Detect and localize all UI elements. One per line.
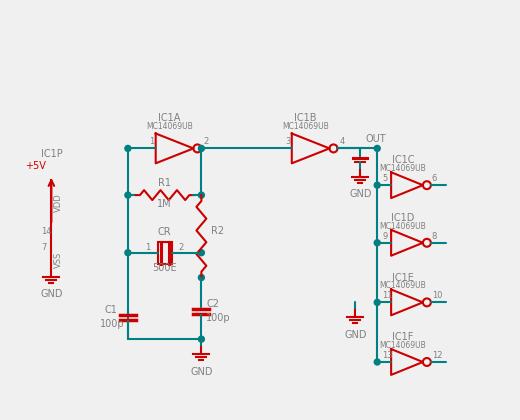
Text: GND: GND	[190, 367, 213, 377]
Circle shape	[374, 182, 380, 188]
Circle shape	[374, 240, 380, 246]
Text: 7: 7	[42, 243, 47, 252]
Text: 12: 12	[432, 351, 443, 360]
Text: IC1P: IC1P	[41, 150, 62, 159]
Text: 9: 9	[382, 232, 387, 241]
Circle shape	[374, 359, 380, 365]
Circle shape	[199, 145, 204, 151]
Text: 6: 6	[432, 174, 437, 183]
Text: 3: 3	[285, 137, 290, 147]
Text: 10: 10	[432, 291, 443, 300]
Text: MC14069UB: MC14069UB	[380, 164, 426, 173]
Bar	[158, 242, 172, 264]
Text: IC1A: IC1A	[159, 113, 181, 123]
Text: 13: 13	[382, 351, 393, 360]
Text: MC14069UB: MC14069UB	[380, 222, 426, 231]
Text: 11: 11	[382, 291, 393, 300]
Circle shape	[374, 299, 380, 305]
Circle shape	[125, 250, 131, 256]
Circle shape	[374, 145, 380, 151]
Text: OUT: OUT	[365, 134, 386, 144]
Text: 1M: 1M	[158, 199, 172, 209]
Text: MC14069UB: MC14069UB	[380, 281, 426, 291]
Text: 8: 8	[432, 232, 437, 241]
Circle shape	[125, 192, 131, 198]
Text: IC1D: IC1D	[392, 213, 415, 223]
Text: GND: GND	[349, 189, 372, 199]
Text: 4: 4	[340, 137, 345, 147]
Text: VDD: VDD	[55, 193, 63, 212]
Text: IC1E: IC1E	[392, 273, 414, 283]
Text: 1: 1	[145, 243, 150, 252]
Text: R2: R2	[211, 226, 225, 236]
Circle shape	[199, 336, 204, 342]
Text: MC14069UB: MC14069UB	[146, 121, 193, 131]
Text: 100p: 100p	[206, 313, 231, 323]
Text: GND: GND	[40, 289, 62, 299]
Text: GND: GND	[344, 330, 367, 340]
Text: VSS: VSS	[55, 252, 63, 268]
Text: 2: 2	[178, 243, 184, 252]
Text: MC14069UB: MC14069UB	[380, 341, 426, 350]
Text: IC1C: IC1C	[392, 155, 414, 165]
Text: C1: C1	[104, 305, 117, 315]
Circle shape	[199, 250, 204, 256]
Text: 100p: 100p	[100, 319, 125, 329]
Text: 2: 2	[203, 137, 209, 147]
Text: MC14069UB: MC14069UB	[282, 121, 329, 131]
Circle shape	[199, 275, 204, 281]
Text: 1: 1	[149, 137, 154, 147]
Text: IC1B: IC1B	[294, 113, 317, 123]
Circle shape	[125, 145, 131, 151]
Text: R1: R1	[158, 178, 171, 188]
Text: +5V: +5V	[25, 161, 46, 171]
Text: 5: 5	[382, 174, 387, 183]
Text: 14: 14	[42, 227, 52, 236]
Circle shape	[199, 192, 204, 198]
Text: IC1F: IC1F	[393, 332, 414, 342]
Text: 500E: 500E	[152, 262, 177, 273]
Text: CR: CR	[158, 227, 172, 237]
Text: C2: C2	[206, 299, 219, 310]
